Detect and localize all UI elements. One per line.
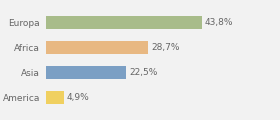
- Bar: [46, 91, 64, 104]
- Text: 43,8%: 43,8%: [205, 18, 233, 27]
- Bar: [46, 41, 148, 54]
- Bar: [46, 16, 202, 29]
- Text: 22,5%: 22,5%: [129, 68, 158, 77]
- Bar: [46, 66, 126, 79]
- Text: 28,7%: 28,7%: [151, 43, 180, 52]
- Text: 4,9%: 4,9%: [67, 93, 89, 102]
